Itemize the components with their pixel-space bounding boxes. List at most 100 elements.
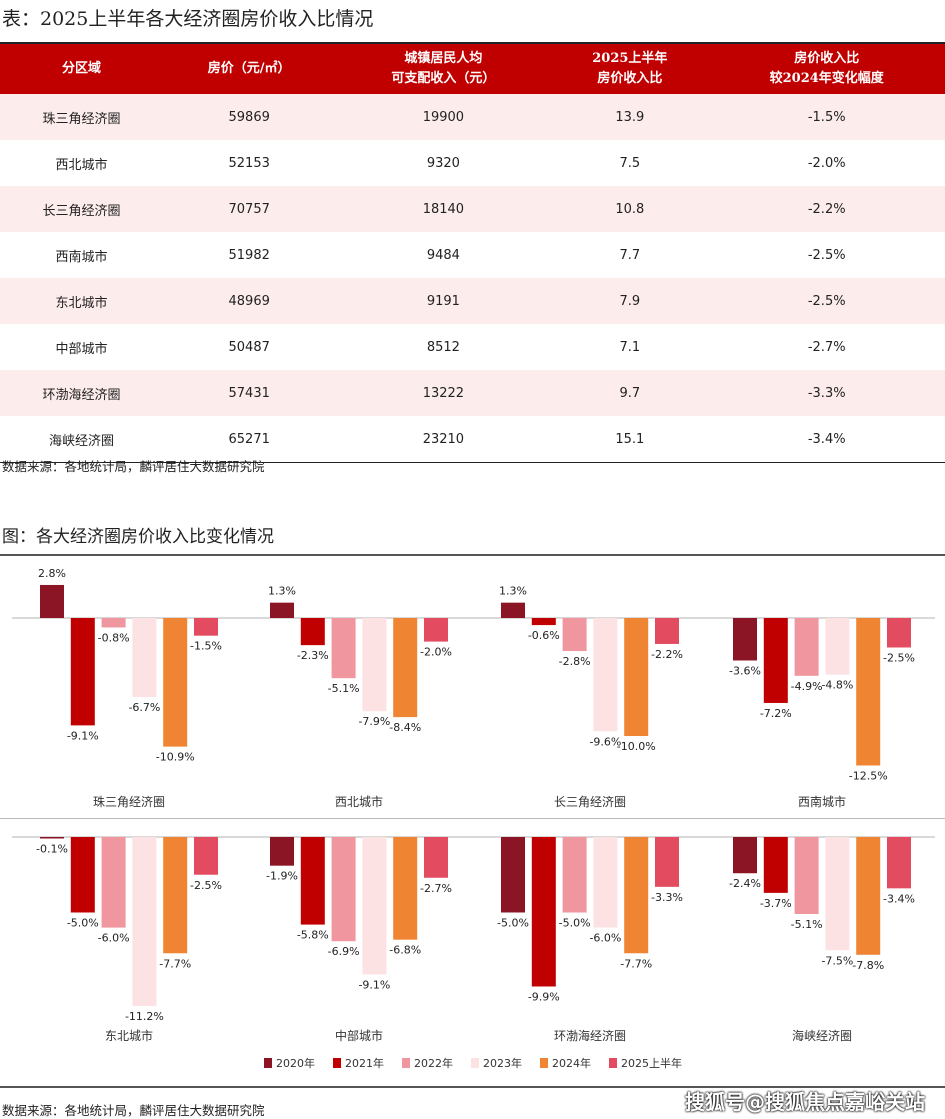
bar <box>270 837 294 866</box>
bar <box>733 618 757 661</box>
bar <box>825 837 850 951</box>
bar <box>393 837 418 940</box>
table-cell: 18140 <box>335 186 552 232</box>
table-cell: 长三角经济圈 <box>0 186 163 232</box>
table-cell: 13.9 <box>551 94 709 140</box>
bar <box>362 837 387 975</box>
table-cell: 52153 <box>228 155 270 171</box>
table-cell: 海峡经济圈 <box>0 416 163 463</box>
table-cell: 西南城市 <box>55 249 108 265</box>
bar <box>194 837 218 875</box>
data-label: -2.3% <box>297 649 329 662</box>
table-cell: 7.5 <box>619 155 641 171</box>
data-label: -12.5% <box>849 770 888 783</box>
bar <box>424 618 448 642</box>
data-label: -6.0% <box>98 932 130 945</box>
data-label: -7.7% <box>620 957 652 970</box>
table-row: 东北城市 48969 9191 7.9 -2.5% <box>0 278 945 324</box>
bar <box>794 618 819 676</box>
legend-swatch <box>471 1058 479 1068</box>
bar <box>763 837 788 893</box>
column-header: 2025上半年 房价收入比 <box>551 42 709 94</box>
table-cell: 9484 <box>426 247 460 263</box>
legend-label: 2023年 <box>483 1056 522 1070</box>
chart-panel-top: 2.8% -9.1% -0.8% -6.7% -10.9% -1.5% 珠三角经济圈 1.3%… <box>12 567 935 809</box>
watermark: 搜狐号@搜狐焦点嘉峪关站 <box>685 1090 925 1114</box>
table-cell: 西北城市 <box>55 157 108 173</box>
legend-label: 2024年 <box>552 1056 591 1070</box>
chart-panel-bottom: -0.1% -5.0% -6.0% -11.2% -7.7% -2.5% 东北城市 -1.9%… <box>12 836 935 1070</box>
table-cell: 珠三角经济圈 <box>0 94 163 140</box>
table-title: 表：2025上半年各大经济圈房价收入比情况 <box>2 8 374 30</box>
data-label: -6.0% <box>589 932 621 945</box>
data-label: 1.3% <box>268 585 296 598</box>
category-label: 东北城市 <box>105 1028 153 1043</box>
bar <box>70 618 95 726</box>
bar <box>887 837 911 889</box>
data-label: -3.3% <box>651 891 683 904</box>
bar <box>331 618 356 679</box>
data-label: -10.0% <box>617 740 656 753</box>
chart-title: 图：各大经济圈房价收入比变化情况 <box>2 527 274 547</box>
bar <box>763 618 788 703</box>
data-label: -9.6% <box>589 735 621 748</box>
data-label: -2.0% <box>420 646 452 659</box>
category-label: 长三角经济圈 <box>554 794 626 809</box>
table-cell: 8512 <box>426 339 460 355</box>
table-cell: 7.9 <box>551 278 709 324</box>
legend-label: 2025上半年 <box>621 1056 682 1070</box>
column-header: 分区域 <box>0 42 163 94</box>
bar <box>132 837 157 1007</box>
legend-swatch <box>540 1058 548 1068</box>
bar <box>270 602 294 618</box>
table-cell: -1.5% <box>708 94 945 140</box>
legend-label: 2020年 <box>276 1056 315 1070</box>
table-cell: 东北城市 <box>0 278 163 324</box>
data-label: -5.1% <box>791 918 823 931</box>
data-label: -2.5% <box>883 652 915 665</box>
category-label: 珠三角经济圈 <box>93 794 165 809</box>
data-label: -7.5% <box>821 954 853 967</box>
category-label: 海峡经济圈 <box>792 1028 852 1043</box>
data-label: -9.1% <box>67 729 99 742</box>
bar <box>562 837 587 913</box>
table-cell: -3.4% <box>708 416 945 463</box>
divider <box>0 554 945 556</box>
data-label: -7.9% <box>358 715 390 728</box>
data-label: -5.8% <box>297 929 329 942</box>
bar <box>501 602 525 618</box>
data-label: -0.1% <box>36 843 68 856</box>
bar <box>655 837 679 887</box>
data-label: -2.8% <box>559 655 591 668</box>
table-cell: -2.0% <box>807 155 846 171</box>
bar <box>194 618 218 636</box>
data-label: -11.2% <box>125 1010 164 1023</box>
chart-source: 数据来源：各地统计局，麟评居住大数据研究院 <box>2 1103 265 1118</box>
data-label: -8.4% <box>389 721 421 734</box>
table-cell: 57431 <box>162 370 336 416</box>
data-label: -5.0% <box>559 917 591 930</box>
table-row: 长三角经济圈 70757 18140 10.8 -2.2% <box>0 186 945 232</box>
bar <box>300 618 325 646</box>
bar <box>825 618 850 675</box>
table-row: 西北城市 52153 9320 7.5 -2.0% <box>0 140 945 186</box>
bar <box>101 618 126 628</box>
table-source: 数据来源：各地统计局，麟评居住大数据研究院 <box>2 459 265 474</box>
bar <box>655 618 679 644</box>
table-cell: -2.5% <box>708 278 945 324</box>
category-label: 中部城市 <box>335 1028 383 1043</box>
bar <box>794 837 819 915</box>
table-row: 珠三角经济圈 59869 19900 13.9 -1.5% <box>0 94 945 140</box>
bar <box>101 837 126 928</box>
table-cell: 23210 <box>335 416 552 463</box>
data-label: -4.9% <box>791 680 823 693</box>
data-label: -7.2% <box>760 707 792 720</box>
data-label: -2.2% <box>651 648 683 661</box>
data-label: -0.6% <box>528 629 560 642</box>
bar <box>393 618 418 718</box>
legend-label: 2021年 <box>345 1056 384 1070</box>
table-cell: 50487 <box>228 339 270 355</box>
bar <box>132 618 157 698</box>
column-header: 房价收入比 较2024年变化幅度 <box>708 42 945 94</box>
bar <box>70 837 95 913</box>
